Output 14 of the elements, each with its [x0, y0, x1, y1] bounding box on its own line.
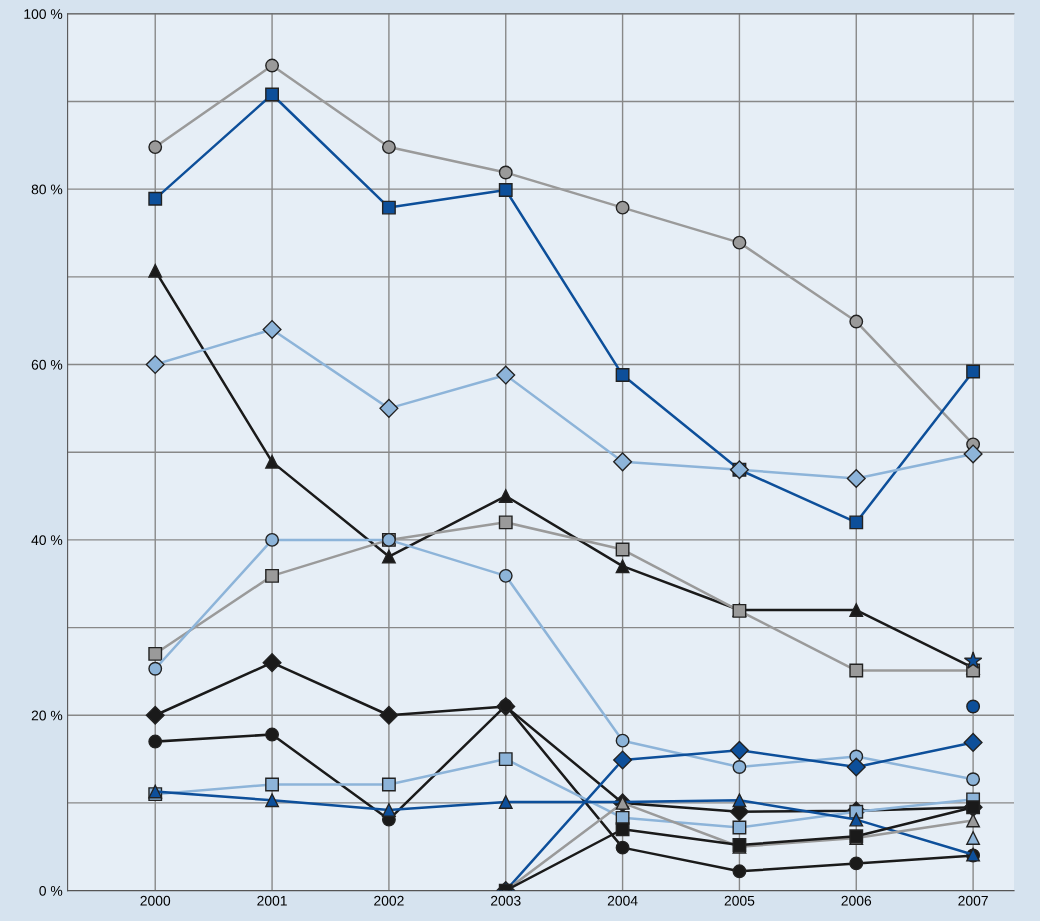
- x-tick-label: 2004: [607, 895, 638, 906]
- y-tick-label: 20 %: [31, 710, 63, 721]
- x-tick-label: 2000: [140, 895, 171, 906]
- y-tick-label: 60 %: [31, 359, 63, 370]
- y-tick-label: 40 %: [31, 535, 63, 546]
- x-tick-label: 2007: [958, 895, 988, 906]
- y-tick-label: 80 %: [31, 184, 63, 195]
- y-tick-label: 0 %: [39, 885, 63, 896]
- x-tick-label: 2003: [491, 895, 521, 906]
- x-tick-label: 2002: [374, 895, 404, 906]
- x-tick-label: 2005: [724, 895, 755, 906]
- x-tick-label: 2006: [841, 895, 872, 906]
- x-tick-label: 2001: [257, 895, 287, 906]
- y-tick-label: 100 %: [24, 9, 63, 19]
